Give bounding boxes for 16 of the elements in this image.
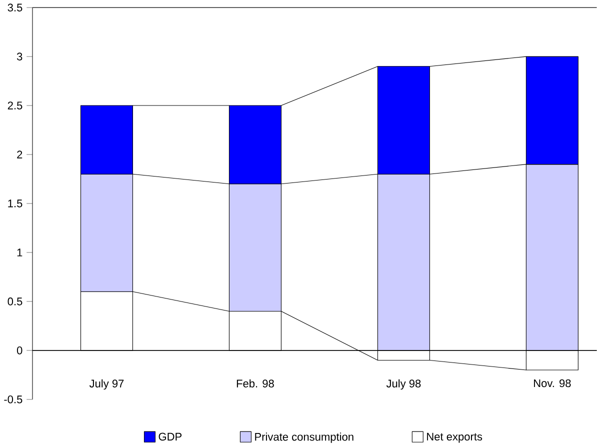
y-tick-label: 1: [17, 248, 22, 256]
y-tick-label: -0.5: [4, 396, 22, 404]
y-tick-label: 3: [16, 52, 22, 61]
y-tick-label: 3.5: [8, 4, 22, 12]
y-tick-label: 0.5: [8, 298, 22, 306]
legend-label: Net exports: [427, 432, 482, 443]
legend-label: GDP: [158, 432, 182, 441]
y-tick-label: 2: [17, 150, 22, 158]
y-tick-label: 2.5: [8, 102, 22, 110]
x-tick-label: Nov. 98: [534, 379, 571, 388]
y-tick-label: 0: [16, 346, 22, 354]
legend-label: Private consumption: [255, 432, 354, 444]
x-tick-label: Feb. 98: [236, 379, 274, 388]
x-tick-label: July 98: [386, 379, 421, 390]
y-tick-label: 1.5: [8, 200, 22, 208]
x-tick-label: July 97: [89, 379, 124, 390]
